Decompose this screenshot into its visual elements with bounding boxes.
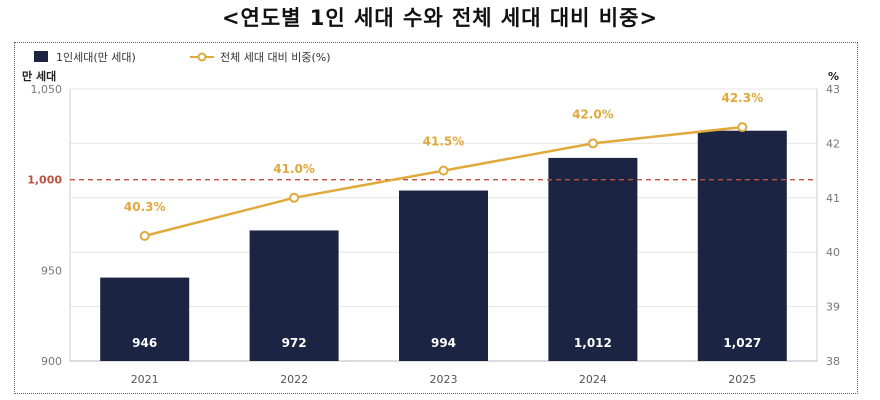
left-tick-label: 1,000 <box>27 174 62 187</box>
bar <box>249 230 339 361</box>
x-tick-label: 2024 <box>579 373 607 386</box>
bar-value-label: 1,012 <box>574 336 612 350</box>
x-tick-label: 2025 <box>728 373 756 386</box>
legend-line-label: 전체 세대 대비 비중(%) <box>220 51 330 64</box>
line-point <box>438 165 449 176</box>
line-value-label: 40.3% <box>124 200 166 214</box>
x-tick-label: 2021 <box>131 373 159 386</box>
chart-title: <연도별 1인 세대 수와 전체 세대 대비 비중> <box>221 6 659 30</box>
line-value-label: 42.3% <box>721 91 763 105</box>
y-axis-label-left: 만 세대 <box>22 69 56 83</box>
left-tick-label: 900 <box>41 355 62 368</box>
bar-value-label: 994 <box>431 336 456 350</box>
x-tick-label: 2023 <box>430 373 458 386</box>
line-point <box>587 138 598 149</box>
x-tick-label: 2022 <box>280 373 308 386</box>
y-axis-label-right: % <box>828 70 839 83</box>
right-tick-label: 38 <box>826 355 840 368</box>
right-tick-label: 39 <box>826 301 840 314</box>
bar <box>100 277 190 361</box>
legend-bar-label: 1인세대(만 세대) <box>56 51 136 64</box>
right-tick-label: 40 <box>826 246 840 259</box>
chart-frame <box>14 42 858 394</box>
line-point <box>289 192 300 203</box>
bar <box>399 190 488 361</box>
right-tick-label: 42 <box>826 137 840 150</box>
bar <box>548 157 638 361</box>
right-tick-label: 43 <box>826 83 840 96</box>
bar-value-label: 972 <box>282 336 307 350</box>
bar <box>697 130 787 361</box>
line-value-label: 41.5% <box>423 135 465 149</box>
left-tick-label: 950 <box>41 264 62 277</box>
right-tick-label: 41 <box>826 192 840 205</box>
left-tick-label: 1,050 <box>31 83 63 96</box>
line-value-label: 42.0% <box>572 107 614 121</box>
line-point <box>139 230 150 241</box>
bar-value-label: 1,027 <box>723 336 761 350</box>
legend-line-marker <box>197 52 207 62</box>
line-point <box>737 122 748 133</box>
legend-bar-swatch <box>34 51 48 62</box>
line-value-label: 41.0% <box>273 162 315 176</box>
bar-value-label: 946 <box>132 336 157 350</box>
